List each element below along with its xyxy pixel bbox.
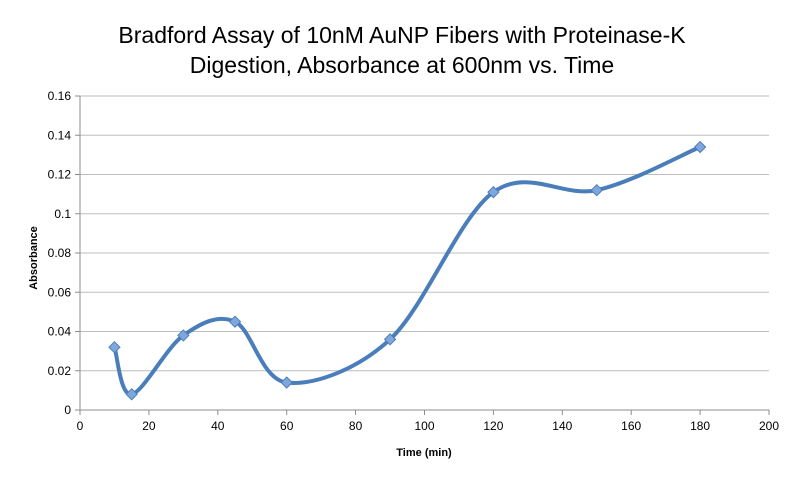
x-tick-label: 80 (349, 419, 363, 433)
data-point-marker (177, 329, 190, 342)
data-point-marker (280, 376, 293, 389)
y-tick-label: 0.12 (48, 168, 72, 182)
y-tick-label: 0.04 (48, 325, 72, 339)
y-tick-label: 0.02 (48, 364, 72, 378)
x-tick-label: 60 (280, 419, 294, 433)
y-tick-label: 0.1 (54, 207, 71, 221)
x-tick-label: 20 (142, 419, 156, 433)
y-axis-ticks: 0 0.02 0.04 0.06 0.08 0.1 0.12 0.14 0.16 (48, 89, 80, 417)
x-tick-label: 120 (483, 419, 503, 433)
y-tick-label: 0.06 (48, 285, 72, 299)
x-tick-label: 140 (552, 419, 572, 433)
y-axis-label: Absorbance (28, 226, 40, 290)
y-tick-label: 0.08 (48, 246, 72, 260)
x-tick-label: 160 (621, 419, 641, 433)
series-line (112, 145, 703, 397)
chart-title: Bradford Assay of 10nM AuNP Fibers with … (118, 22, 686, 78)
series-layer (108, 140, 707, 401)
chart-title-line-2: Digestion, Absorbance at 600nm vs. Time (190, 52, 614, 78)
x-axis-label: Time (min) (396, 447, 452, 459)
data-point-marker (125, 388, 138, 401)
x-tick-label: 40 (211, 419, 225, 433)
data-point-marker (108, 340, 121, 354)
x-tick-label: 0 (77, 419, 84, 433)
y-tick-label: 0.16 (48, 89, 72, 103)
x-tick-label: 180 (690, 419, 710, 433)
data-point-marker (590, 183, 603, 197)
data-point-marker (383, 333, 397, 346)
data-point-marker (693, 140, 707, 154)
x-axis-ticks: 0 20 40 60 80 100 120 140 160 180 200 (77, 410, 779, 433)
data-point-marker (487, 185, 500, 199)
y-tick-label: 0 (64, 403, 71, 417)
x-tick-label: 100 (414, 419, 434, 433)
x-tick-label: 200 (759, 419, 779, 433)
y-tick-label: 0.14 (48, 128, 72, 142)
chart-title-line-1: Bradford Assay of 10nM AuNP Fibers with … (118, 22, 686, 48)
data-point-marker (228, 315, 242, 328)
